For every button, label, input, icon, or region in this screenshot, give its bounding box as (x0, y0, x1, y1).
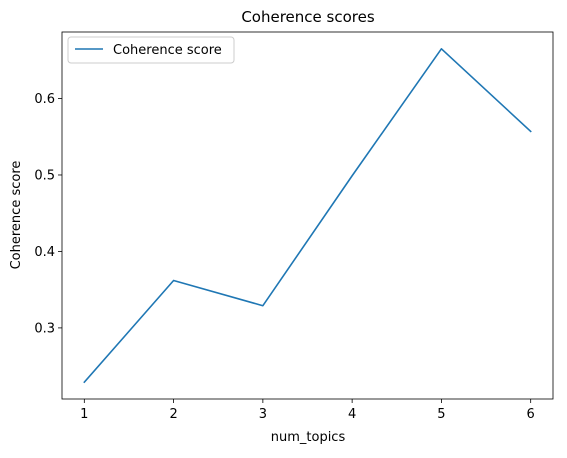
y-tick-label: 0.3 (34, 321, 55, 336)
x-tick-label: 4 (348, 407, 356, 422)
plot-frame (61, 31, 554, 400)
data-point (173, 280, 175, 282)
x-tick-label: 1 (80, 407, 88, 422)
data-point (351, 175, 353, 177)
data-point (530, 131, 532, 133)
y-axis-label: Coherence score (9, 161, 24, 270)
y-tick-label: 0.5 (34, 168, 55, 183)
legend: Coherence score (67, 36, 235, 64)
plot-area (61, 31, 554, 400)
data-point (84, 381, 86, 383)
y-axis: 0.3 0.4 0.5 0.6 (34, 92, 62, 336)
plot-background (62, 32, 553, 399)
legend-box (67, 36, 235, 64)
y-tick-label: 0.4 (34, 245, 55, 260)
x-tick-label: 6 (527, 407, 535, 422)
chart-title: Coherence scores (241, 8, 375, 26)
x-tick-label: 2 (169, 407, 177, 422)
x-axis: 1 2 3 4 5 6 (80, 399, 535, 422)
legend-label: Coherence score (113, 43, 222, 58)
data-point (441, 48, 443, 50)
series-layer (83, 48, 532, 384)
series-line (83, 48, 532, 384)
x-tick-label: 5 (437, 407, 445, 422)
x-tick-label: 3 (259, 407, 267, 422)
y-tick-label: 0.6 (34, 92, 55, 107)
x-axis-label: num_topics (271, 430, 346, 445)
data-point (262, 305, 264, 307)
